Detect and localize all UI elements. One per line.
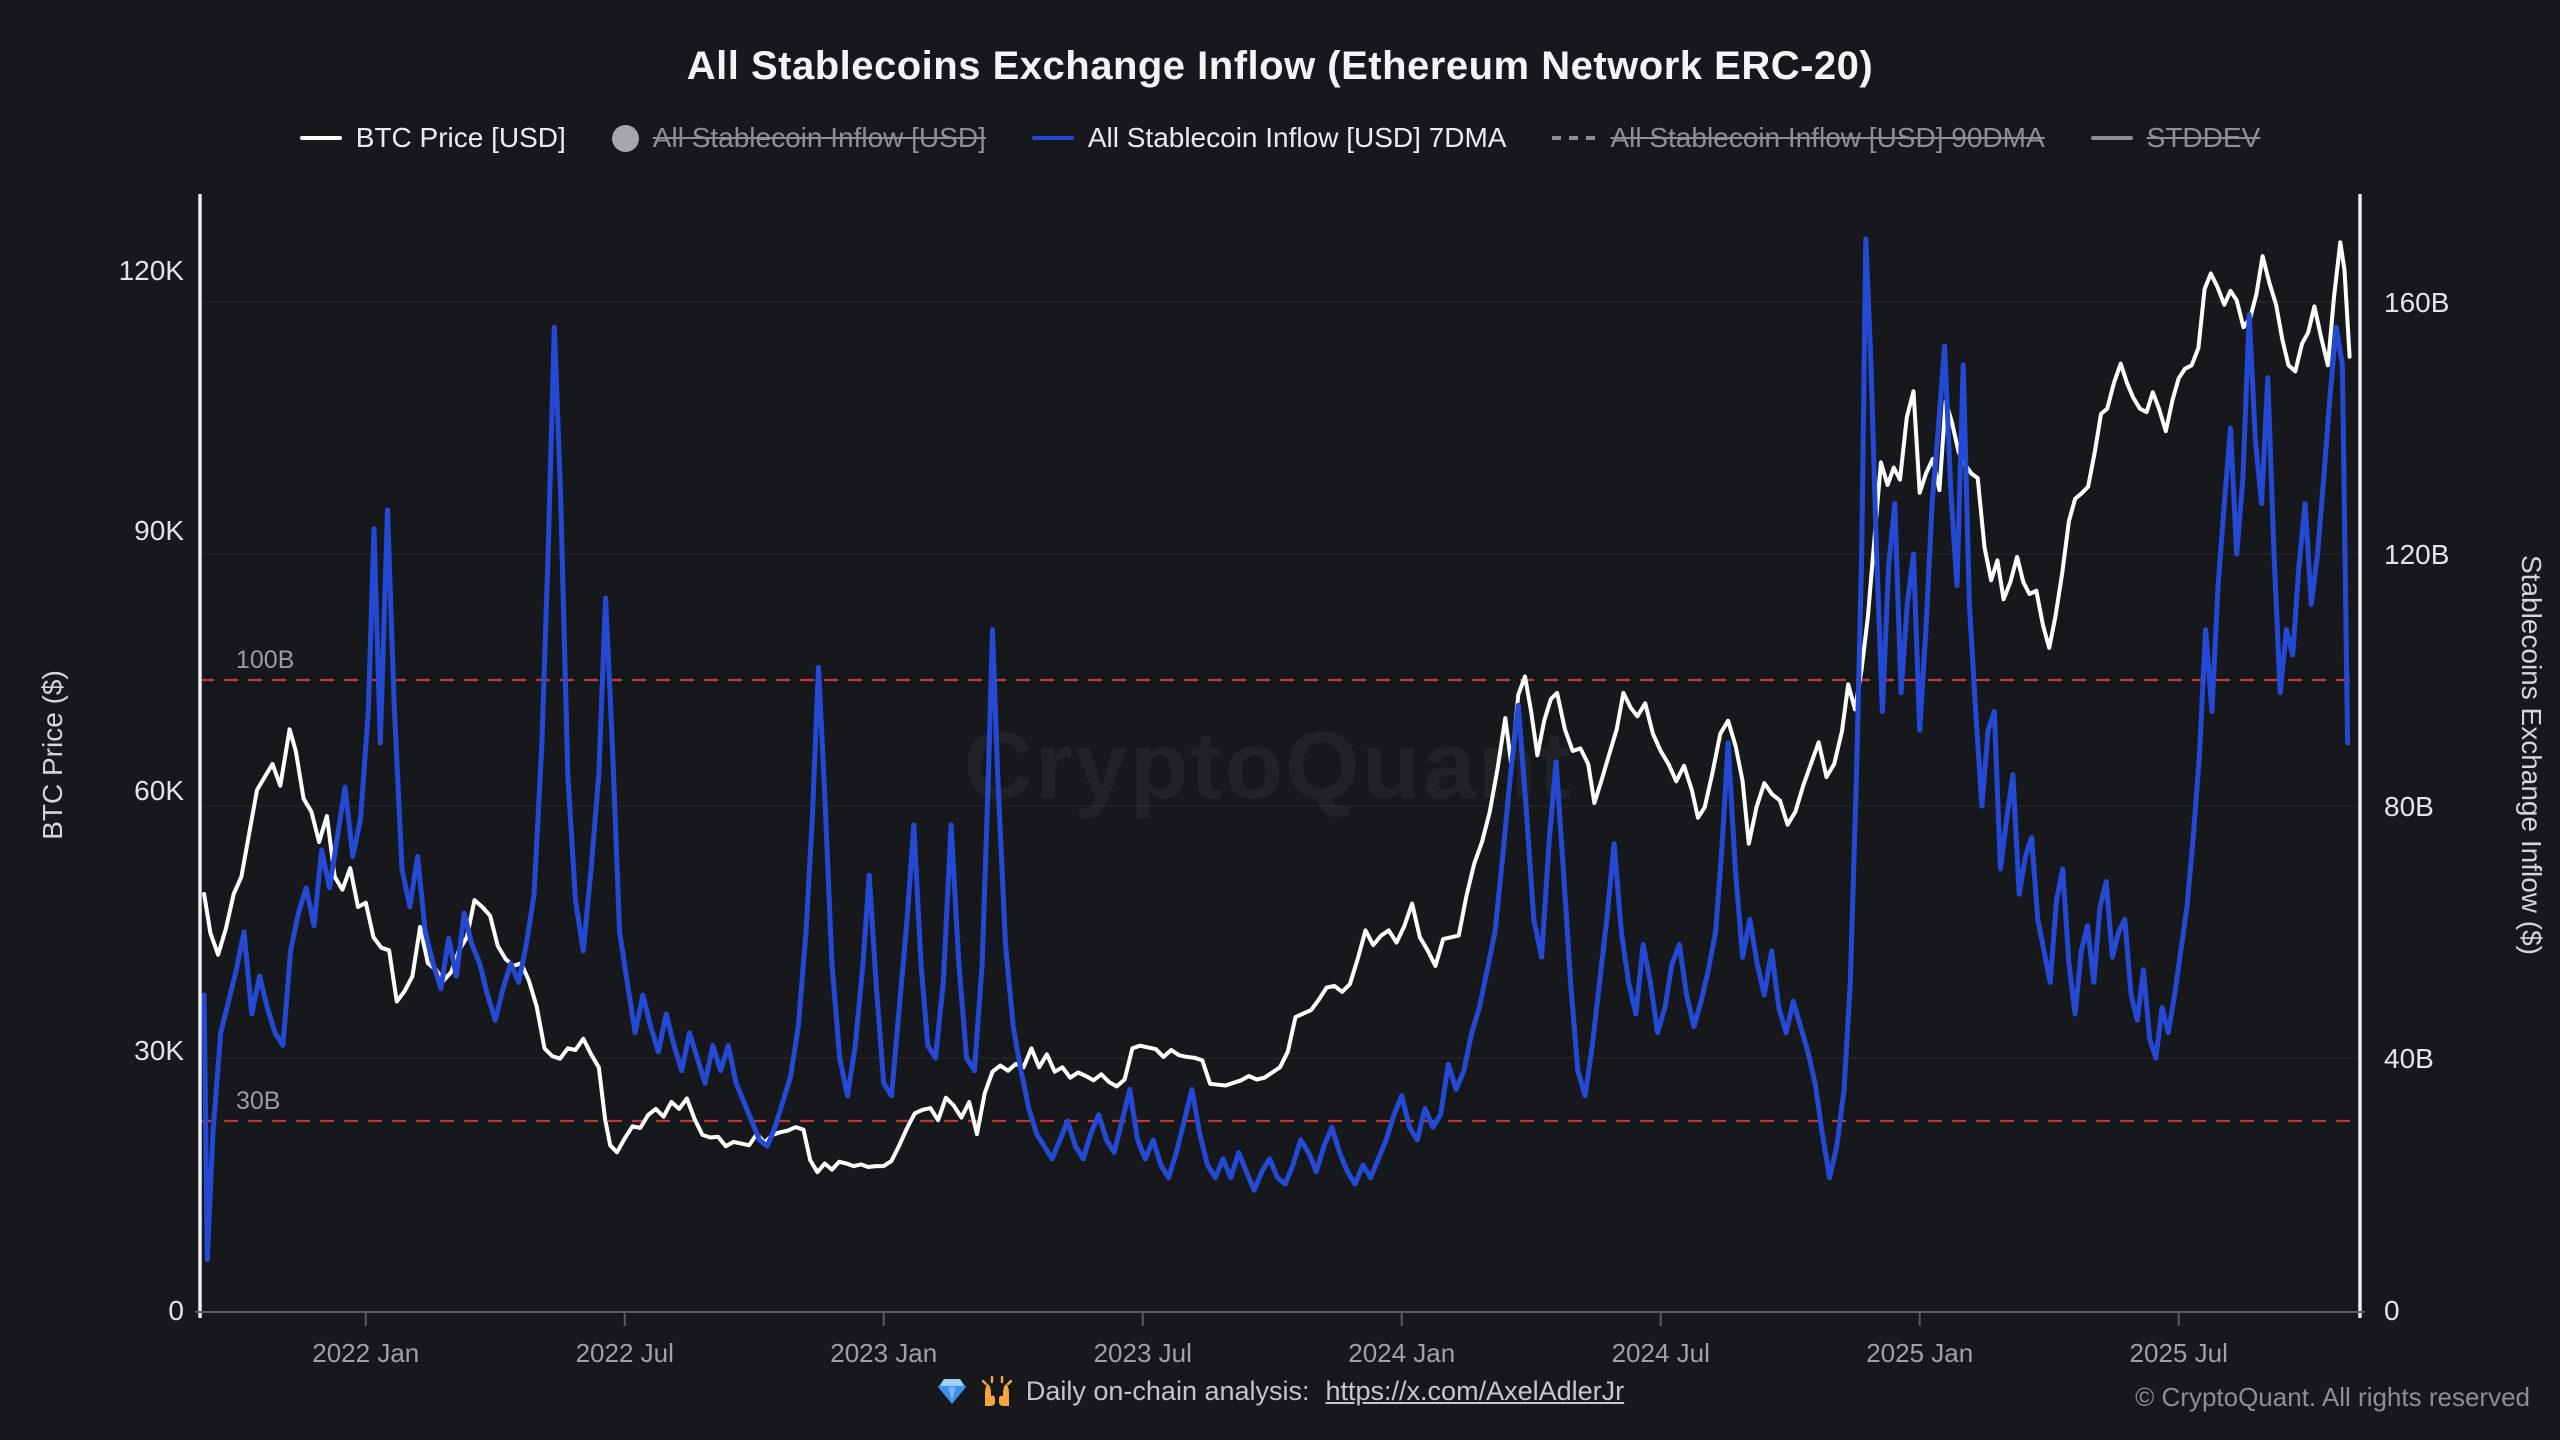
legend-label: BTC Price [USD] <box>355 122 566 153</box>
x-tick-label: 2024 Jul <box>1612 1338 1710 1368</box>
legend-label: STDDEV <box>2146 122 2261 153</box>
right-tick-label: 80B <box>2384 791 2434 822</box>
legend-item-4[interactable]: STDDEV <box>2090 122 2261 154</box>
left-tick-label: 120K <box>119 255 185 286</box>
x-profile-link[interactable]: https://x.com/AxelAdlerJr <box>1325 1375 1625 1406</box>
legend-swatch-dashed-icon <box>1552 136 1597 140</box>
btc-price-line <box>202 240 2352 1175</box>
x-tick-label: 2022 Jan <box>312 1338 419 1368</box>
stablecoin-inflow-7dma-line <box>201 236 2351 1263</box>
reference-label-100B: 100B <box>236 646 294 674</box>
legend-item-3[interactable]: All Stablecoin Inflow [USD] 90DMA <box>1552 122 2045 154</box>
right-tick-label: 120B <box>2384 539 2449 570</box>
legend-swatch-line-icon <box>1031 136 1074 140</box>
legend-label: All Stablecoin Inflow [USD] <box>652 122 986 153</box>
left-tick-label: 30K <box>134 1035 184 1066</box>
chart-title: All Stablecoins Exchange Inflow (Ethereu… <box>686 44 1874 88</box>
left-tick-label: 60K <box>134 775 184 806</box>
gem-icon <box>936 1375 968 1407</box>
x-tick-label: 2024 Jan <box>1348 1338 1455 1368</box>
footer-text: Daily on-chain analysis: <box>1025 1375 1310 1406</box>
right-axis-title: Stablecoins Exchange Inflow ($) <box>2516 555 2547 955</box>
raised-hands-icon <box>980 1374 1014 1408</box>
x-tick-label: 2023 Jul <box>1094 1338 1192 1368</box>
left-tick-label: 0 <box>168 1295 184 1326</box>
x-tick-label: 2025 Jul <box>2130 1338 2228 1368</box>
legend-swatch-circle-icon <box>611 124 639 152</box>
right-tick-label: 160B <box>2384 287 2449 318</box>
x-tick-label: 2025 Jan <box>1866 1338 1973 1368</box>
legend-item-1[interactable]: All Stablecoin Inflow [USD] <box>611 122 986 154</box>
legend-swatch-line-icon <box>299 136 342 140</box>
reference-label-30B: 30B <box>236 1087 280 1115</box>
legend-label: All Stablecoin Inflow [USD] 90DMA <box>1610 122 2045 153</box>
legend: BTC Price [USD] All Stablecoin Inflow [US… <box>0 122 2560 154</box>
legend-swatch-line-icon <box>2090 136 2133 140</box>
left-tick-label: 90K <box>134 515 184 546</box>
x-tick-label: 2023 Jan <box>830 1338 937 1368</box>
left-axis-title: BTC Price ($) <box>37 670 68 840</box>
x-tick-label: 2022 Jul <box>576 1338 674 1368</box>
right-tick-label: 40B <box>2384 1043 2434 1074</box>
legend-item-2[interactable]: All Stablecoin Inflow [USD] 7DMA <box>1031 122 1507 154</box>
cryptoquant-watermark: CryptoQuant <box>964 712 1573 819</box>
legend-label: All Stablecoin Inflow [USD] 7DMA <box>1087 122 1507 153</box>
copyright: © CryptoQuant. All rights reserved <box>2135 1382 2530 1412</box>
right-tick-label: 0 <box>2384 1295 2400 1326</box>
legend-item-0[interactable]: BTC Price [USD] <box>299 122 566 154</box>
footer: Daily on-chain analysis: https://x.com/A… <box>0 1374 2560 1408</box>
